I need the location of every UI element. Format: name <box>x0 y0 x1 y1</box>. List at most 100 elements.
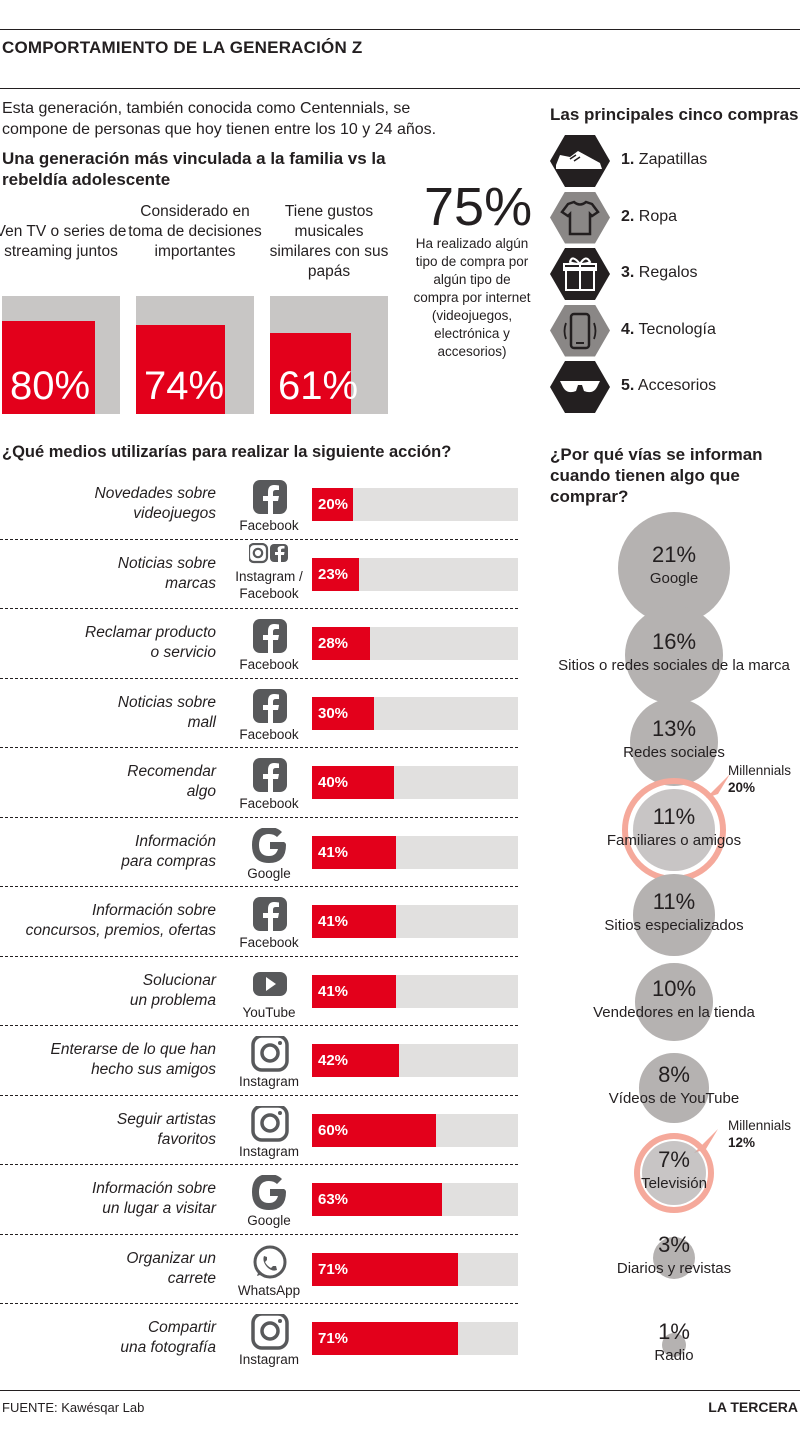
purchase-name: Ropa <box>634 207 678 225</box>
network-name: Facebook <box>228 795 310 812</box>
channel-value: 7% <box>658 1147 690 1172</box>
purchases-heading: Las principales cinco compras <box>550 105 799 124</box>
action-label: Novedades sobre videojuegos <box>0 484 217 524</box>
purchase-label: 1. Zapatillas <box>621 151 707 169</box>
action-label-line: Seguir artistas <box>116 1110 216 1128</box>
callout-tail <box>694 1128 719 1153</box>
online-description: Ha realizado algún tipo de compra por al… <box>413 236 531 359</box>
bar-value: 41% <box>318 843 349 861</box>
action-label: Solucionar un problema <box>0 971 216 1011</box>
network-name-line: Facebook <box>239 585 299 601</box>
row-separator <box>0 816 518 818</box>
smartphone-icon <box>563 312 597 349</box>
purchase-name: Accesorios <box>634 377 717 394</box>
family-item-label: Ven TV o series de streaming juntos <box>0 223 127 260</box>
action-label-line: Compartir <box>147 1319 216 1336</box>
network-name: Instagram / Facebook <box>228 568 310 602</box>
tshirt-icon <box>560 200 600 235</box>
purchase-rank: 4. <box>621 320 635 338</box>
channel-circle <box>661 1332 687 1358</box>
instagram-facebook-icon <box>247 542 288 565</box>
action-label-line: Información <box>135 832 216 850</box>
bar <box>312 488 353 521</box>
family-item-value: 74% <box>144 364 225 408</box>
action-label-line: Novedades sobre <box>94 485 217 502</box>
callout-tail <box>705 774 730 799</box>
channel-circle <box>625 606 723 704</box>
action-label: Compartir una fotografía <box>0 1318 216 1358</box>
bar-value: 71% <box>318 1330 349 1347</box>
purchase-hex <box>550 135 610 187</box>
purchase-rank: 3. <box>621 264 635 281</box>
bar <box>312 627 370 660</box>
action-label-line: videojuegos <box>133 505 216 522</box>
purchase-rank: 5. <box>621 377 635 394</box>
channel-circle <box>633 874 715 956</box>
network-name-line: Facebook <box>239 796 299 811</box>
action-label-line: hecho sus amigos <box>91 1061 216 1078</box>
millennials-circle <box>633 1132 715 1214</box>
row-separator <box>0 677 518 679</box>
channel-name: Radio <box>654 1347 694 1364</box>
purchase-label: 4. Tecnología <box>621 321 716 339</box>
youtube-icon <box>250 967 288 1003</box>
action-label: Información para compras <box>0 832 216 872</box>
bar <box>312 905 396 938</box>
family-item-fill <box>270 333 351 414</box>
bar-value: 20% <box>318 496 349 513</box>
instagram-icon <box>250 1103 289 1142</box>
google-icon <box>250 1174 288 1211</box>
network-name-line: Instagram <box>238 1143 300 1159</box>
channel-value: 1% <box>658 1319 690 1344</box>
network-name-line: Instagram <box>238 1074 300 1089</box>
title-rule <box>0 88 800 89</box>
channel-name: Sitios especializados <box>604 917 744 934</box>
millennials-value: 12% <box>728 1134 756 1150</box>
row-separator <box>0 1303 518 1304</box>
millennials-value: 20% <box>728 780 756 796</box>
channel-name: Sitios o redes sociales de la marca <box>558 657 790 674</box>
action-label: Información sobre concursos, premios, ofe… <box>0 901 216 941</box>
millennials-label: Millennials <box>728 1117 792 1133</box>
action-label-line: algo <box>186 783 216 800</box>
network-name-line: WhatsApp <box>237 1282 301 1298</box>
bar-value: 60% <box>318 1121 349 1139</box>
facebook-icon <box>250 758 288 794</box>
network-name-line: Facebook <box>239 518 299 533</box>
action-label: Organizar un carrete <box>0 1249 216 1289</box>
whatsapp-icon <box>250 1245 288 1281</box>
media-heading: ¿Qué medios utilizarías para realizar la… <box>2 443 452 461</box>
page-title: COMPORTAMIENTO DE LA GENERACIÓN Z <box>2 38 363 57</box>
purchase-name: Tecnología <box>634 320 716 338</box>
action-label-line: Enterarse de lo que han <box>50 1041 216 1058</box>
channel-name: Redes sociales <box>623 744 725 761</box>
row-separator <box>0 538 518 540</box>
channel-name: Diarios y revistas <box>616 1260 732 1277</box>
action-label-line: mall <box>187 713 216 731</box>
purchase-hex <box>550 191 610 244</box>
row-separator <box>0 1025 518 1026</box>
action-label-line: un lugar a visitar <box>102 1200 216 1217</box>
bar <box>312 1113 436 1147</box>
family-item-fill <box>2 321 95 414</box>
channel-value: 10% <box>651 976 697 1001</box>
purchase-name: Zapatillas <box>634 151 708 168</box>
action-label-line: carrete <box>167 1269 216 1287</box>
row-separator <box>0 1233 518 1235</box>
bar-value: 41% <box>318 982 349 1000</box>
row-separator <box>0 747 518 748</box>
family-item-fill <box>136 325 225 414</box>
bar-value: 28% <box>318 635 349 652</box>
network-name: YouTube <box>228 1004 310 1021</box>
action-label-line: Organizar un <box>126 1249 216 1267</box>
action-label-line: Reclamar producto <box>85 624 216 641</box>
network-name: Facebook <box>228 726 310 743</box>
network-name-line: Facebook <box>239 726 299 742</box>
bar <box>312 974 396 1008</box>
channel-name: Vendedores en la tienda <box>593 1004 755 1021</box>
channel-name: Familiares o amigos <box>606 832 742 849</box>
channel-value: 11% <box>652 889 696 914</box>
action-label: Noticias sobre marcas <box>0 554 216 594</box>
action-label: Seguir artistas favoritos <box>0 1110 216 1150</box>
action-label-line: Información sobre <box>91 902 216 919</box>
